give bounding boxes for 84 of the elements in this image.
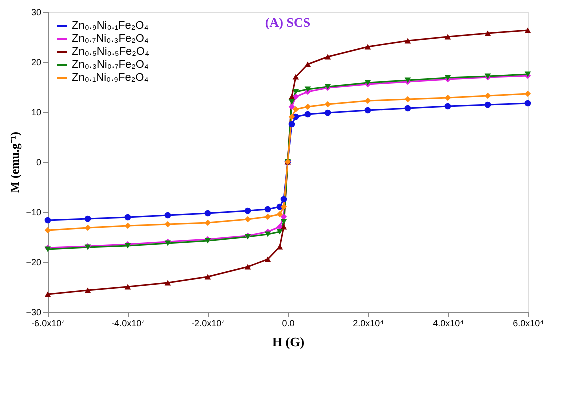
x-tick-label: 6.0x10⁴ xyxy=(513,318,544,328)
x-tick-label: 4.0x10⁴ xyxy=(433,318,464,328)
legend-label: Zn₀.₃Ni₀.₇Fe₂O₄ xyxy=(72,59,150,71)
point xyxy=(244,264,252,270)
point xyxy=(264,214,272,220)
point xyxy=(304,62,312,68)
point xyxy=(324,101,332,108)
point xyxy=(292,89,300,95)
x-tick-label: -6.0x10⁴ xyxy=(32,318,66,328)
x-tick-label: 2.0x10⁴ xyxy=(353,318,384,328)
x-axis-title: H (G) xyxy=(272,334,305,350)
point xyxy=(280,224,288,230)
point xyxy=(264,232,272,238)
point xyxy=(84,288,92,294)
point xyxy=(444,103,452,110)
point xyxy=(304,104,312,110)
point xyxy=(288,99,296,105)
point xyxy=(444,94,452,102)
point xyxy=(276,229,284,235)
point xyxy=(276,244,284,250)
point xyxy=(484,92,492,100)
x-tick-label: -4.0x10⁴ xyxy=(112,318,146,328)
point xyxy=(164,221,172,228)
legend-label: Zn₀.₅Ni₀.₅Fe₂O₄ xyxy=(72,46,150,58)
point xyxy=(276,211,284,218)
point xyxy=(404,105,412,112)
point xyxy=(276,224,284,230)
point xyxy=(304,111,312,118)
y-axis-title: M (emu.g⁻¹) xyxy=(8,132,22,193)
point xyxy=(364,98,372,104)
point xyxy=(204,210,212,217)
x-tick-label: 0.0 xyxy=(282,318,295,328)
point xyxy=(244,208,252,214)
point xyxy=(164,212,172,219)
point xyxy=(280,214,288,220)
point xyxy=(44,292,52,298)
point xyxy=(84,224,92,232)
y-tick-label: −10 xyxy=(26,208,42,218)
point xyxy=(364,107,372,114)
y-tick-label: 0 xyxy=(36,158,42,168)
point xyxy=(524,90,532,98)
point xyxy=(280,196,288,203)
y-tick-label: 20 xyxy=(31,58,42,68)
point xyxy=(304,86,312,92)
y-tick-label: 10 xyxy=(31,108,42,118)
point xyxy=(404,38,412,44)
point xyxy=(288,94,296,100)
point xyxy=(524,100,532,107)
point xyxy=(84,216,92,222)
legend-label: Zn₀.₉Ni₀.₁Fe₂O₄ xyxy=(72,20,150,32)
point xyxy=(324,54,332,60)
chart-title: (A) SCS xyxy=(265,15,311,30)
point xyxy=(524,28,532,34)
point xyxy=(204,274,212,280)
point xyxy=(292,106,300,113)
point xyxy=(288,121,296,128)
point xyxy=(244,216,252,223)
point xyxy=(364,44,372,50)
x-tick-label: -2.0x10⁴ xyxy=(192,318,226,328)
point xyxy=(288,114,296,120)
point xyxy=(292,94,300,100)
y-tick-label: 30 xyxy=(31,8,42,18)
point xyxy=(204,220,212,226)
point xyxy=(44,227,52,234)
point xyxy=(484,30,492,36)
point xyxy=(292,74,300,80)
legend-label: Zn₀.₇Ni₀.₃Fe₂O₄ xyxy=(72,33,150,45)
point xyxy=(404,96,412,103)
point xyxy=(324,110,332,116)
legend-label: Zn₀.₁Ni₀.₉Fe₂O₄ xyxy=(72,72,150,84)
point xyxy=(280,204,288,210)
point xyxy=(444,34,452,40)
point xyxy=(264,206,272,213)
point xyxy=(164,280,172,286)
point xyxy=(484,102,492,108)
point xyxy=(124,222,132,230)
point xyxy=(44,217,52,224)
point xyxy=(264,256,272,262)
y-tick-label: −30 xyxy=(26,308,42,318)
point xyxy=(124,284,132,290)
point xyxy=(124,214,132,221)
y-tick-label: −20 xyxy=(26,258,42,268)
point xyxy=(280,219,288,225)
point xyxy=(288,104,296,110)
